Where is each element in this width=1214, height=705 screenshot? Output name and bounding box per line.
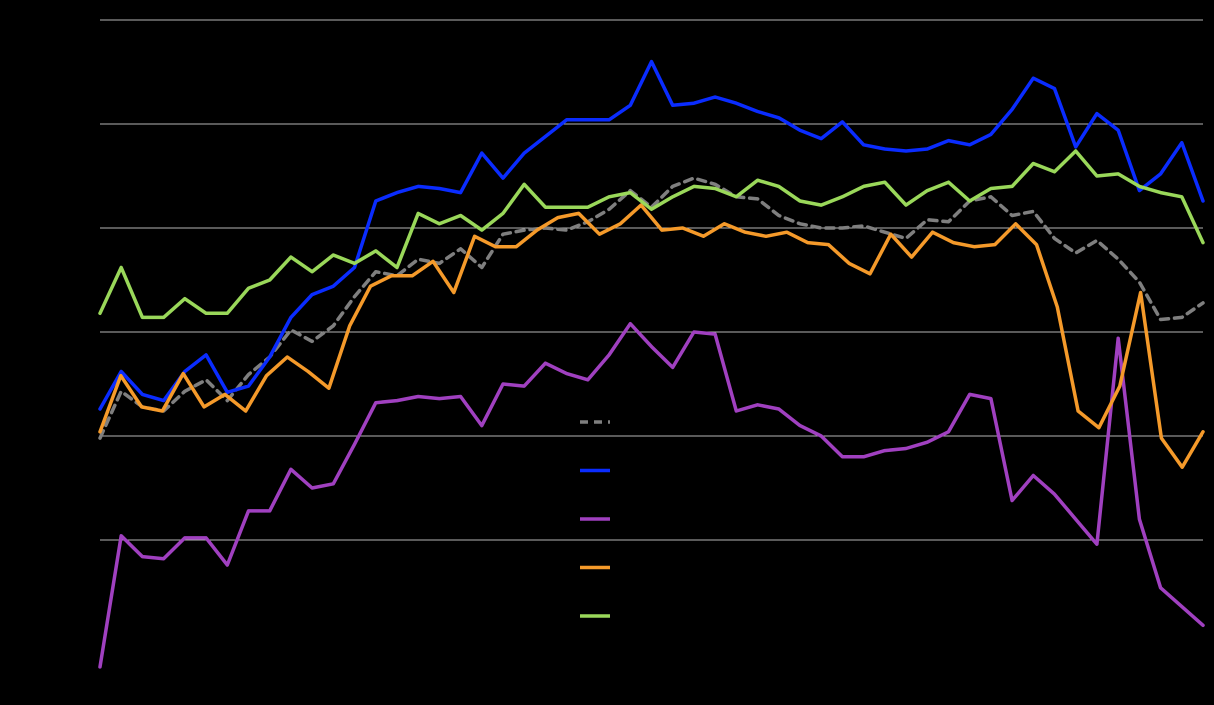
series-line-2 (98, 59, 1205, 411)
series-layer (98, 59, 1205, 669)
series-line-5 (98, 149, 1205, 320)
legend (580, 420, 610, 618)
series-line-3 (98, 321, 1205, 669)
series-line-4 (98, 203, 1205, 469)
